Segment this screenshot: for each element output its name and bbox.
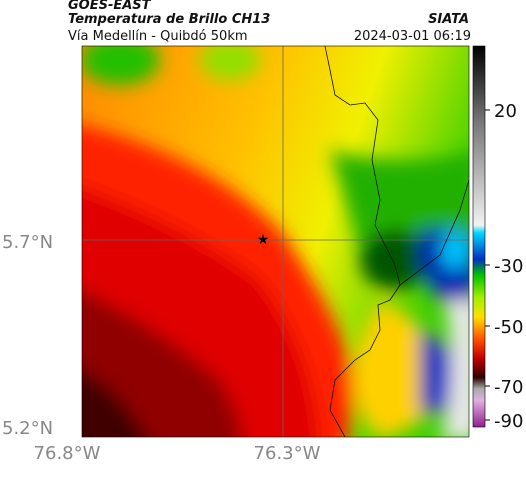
product: Temperatura de Brillo CH13 <box>68 12 270 27</box>
datetime: 2024-03-01 06:19 <box>354 29 471 44</box>
lon-label: 76.3°W <box>254 443 321 464</box>
source: GOES-EAST <box>68 0 152 13</box>
lat-label: 5.2°N <box>2 418 53 439</box>
colorbar-tick-label: -90 <box>494 411 523 432</box>
colorbar-tick-label: 20 <box>494 101 517 122</box>
colorbar-tick-label: -70 <box>494 377 523 398</box>
colorbar <box>472 45 486 428</box>
agency: SIATA <box>428 12 469 27</box>
colorbar-tick-label: -50 <box>494 317 523 338</box>
colorbar-tick-label: -30 <box>494 256 523 277</box>
lon-label: 76.8°W <box>34 443 101 464</box>
region: Vía Medellín - Quibdó 50km <box>68 29 248 44</box>
lat-label: 5.7°N <box>2 232 53 253</box>
svg-text:★: ★ <box>257 232 270 248</box>
brightness-temperature-image: ★ <box>82 46 469 437</box>
